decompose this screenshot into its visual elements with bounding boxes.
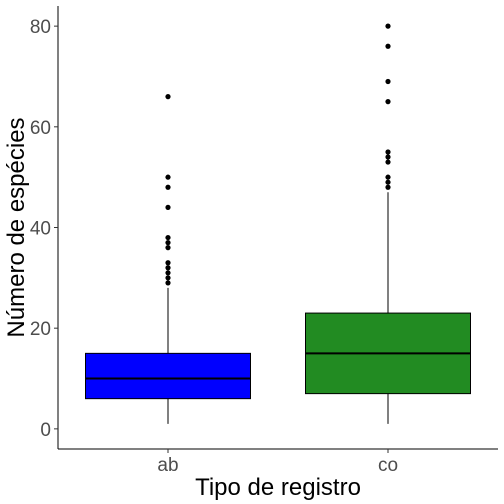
x-tick-label: ab [157,455,178,476]
outlier-point-co [385,23,391,29]
outlier-point-ab [165,94,171,100]
outlier-point-co [385,179,391,185]
outlier-point-co [385,159,391,165]
y-axis-title: Número de espécies [3,117,30,337]
outlier-point-ab [165,204,171,210]
outlier-point-co [385,99,391,105]
outlier-point-co [385,43,391,49]
x-tick-label: co [378,455,398,476]
y-tick-label: 40 [30,219,51,240]
y-tick-label: 80 [30,17,51,38]
outlier-point-ab [165,280,171,286]
outlier-point-ab [165,174,171,180]
outlier-point-ab [165,260,171,266]
outlier-point-ab [165,184,171,190]
outlier-point-co [385,149,391,155]
x-axis-title: Tipo de registro [195,474,361,501]
outlier-point-ab [165,270,171,276]
outlier-point-co [385,78,391,85]
box-ab [85,352,251,400]
x-axis-ticks: ab co [157,449,398,476]
outlier-point-ab [165,240,171,246]
plot-marks [85,23,471,424]
outlier-point-ab [165,234,171,241]
y-tick-label: 60 [30,118,51,139]
outlier-point-co [385,184,391,190]
outlier-point-co [385,154,391,160]
y-tick-label: 0 [40,420,51,441]
outlier-point-ab [165,245,171,251]
outlier-point-co [385,174,391,180]
y-tick-label: 20 [30,319,51,340]
y-axis-ticks: 0 20 40 60 80 [30,17,58,441]
outlier-point-ab [165,275,171,281]
outlier-point-ab [165,265,171,271]
